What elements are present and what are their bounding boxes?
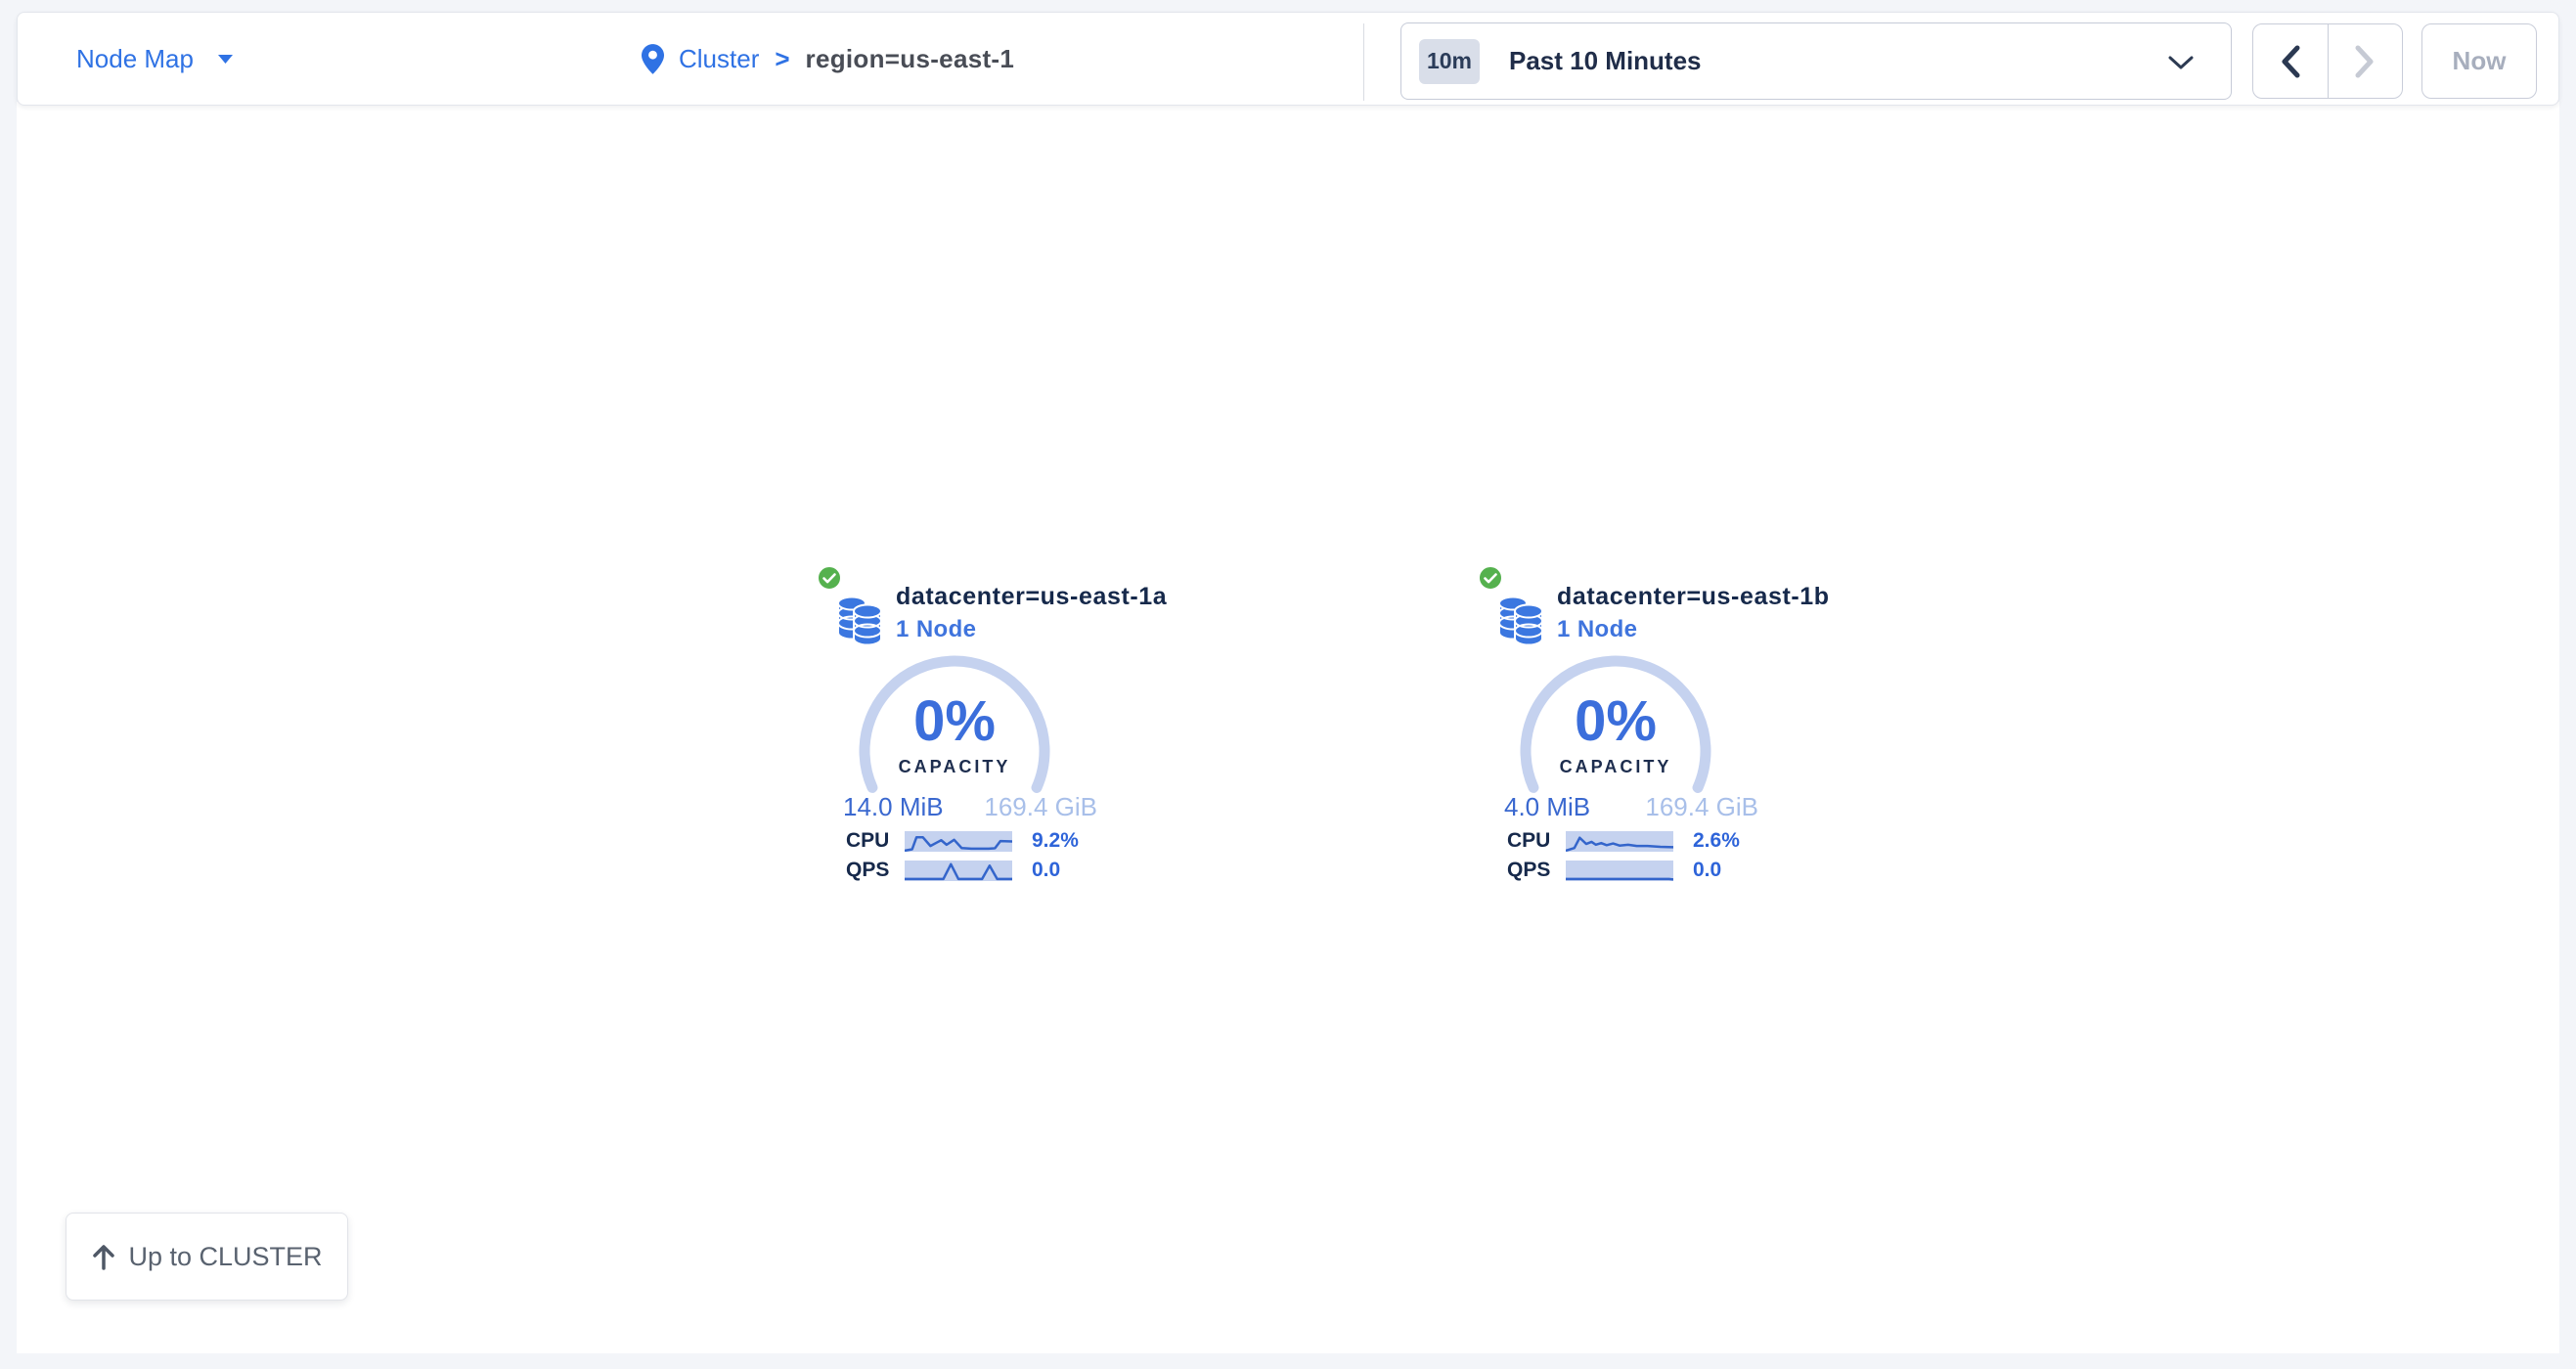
time-nav-group [2252, 23, 2403, 99]
qps-label: QPS [846, 859, 890, 881]
arrow-up-icon [93, 1245, 115, 1270]
cpu-sparkline [1566, 830, 1673, 852]
capacity-used: 4.0 MiB [1504, 792, 1591, 821]
qps-value: 0.0 [1693, 859, 1722, 881]
capacity-label: CAPACITY [898, 757, 1011, 776]
healthy-check-icon [1478, 565, 1503, 591]
chevron-left-icon [2282, 45, 2300, 77]
qps-metric-row: QPS 0.0 [1507, 859, 1769, 882]
capacity-percent: 0% [913, 689, 996, 753]
topbar-divider [1363, 23, 1364, 101]
cpu-metric-row: CPU 9.2% [846, 829, 1108, 853]
qps-value: 0.0 [1032, 859, 1061, 881]
datacenter-node-count: 1 Node [1557, 616, 1638, 642]
chevron-down-icon [2168, 56, 2194, 69]
datacenter-title: datacenter=us-east-1b [1557, 583, 1830, 610]
capacity-used: 14.0 MiB [843, 792, 944, 821]
cpu-label: CPU [1507, 829, 1551, 852]
up-to-cluster-label: Up to CLUSTER [128, 1241, 323, 1271]
capacity-total: 169.4 GiB [1645, 792, 1758, 821]
time-window-select[interactable]: 10m Past 10 Minutes [1400, 22, 2232, 100]
healthy-check-icon [817, 565, 842, 591]
location-pin-icon [642, 43, 664, 74]
capacity-gauge-arc [859, 655, 1050, 847]
capacity-values: 4.0 MiB 169.4 GiB [1504, 792, 1758, 822]
now-button[interactable]: Now [2421, 23, 2537, 99]
breadcrumb: Cluster > region=us-east-1 [642, 13, 1014, 105]
cpu-metric-row: CPU 2.6% [1507, 829, 1769, 853]
time-window-badge: 10m [1419, 38, 1480, 84]
next-time-button[interactable] [2327, 24, 2403, 98]
capacity-gauge-arc [1520, 655, 1711, 847]
database-stack-icon [837, 596, 882, 646]
cpu-value: 9.2% [1032, 829, 1079, 852]
view-switcher-dropdown[interactable]: Node Map [76, 13, 234, 105]
database-stack-icon [1498, 596, 1543, 646]
capacity-percent: 0% [1575, 689, 1657, 753]
capacity-label: CAPACITY [1559, 757, 1672, 776]
datacenter-node-count: 1 Node [896, 616, 977, 642]
qps-metric-row: QPS 0.0 [846, 859, 1108, 882]
cpu-sparkline [905, 830, 1012, 852]
cpu-label: CPU [846, 829, 890, 852]
datacenter-card[interactable]: datacenter=us-east-1a 1 Node 0% CAPACITY… [817, 565, 1167, 888]
qps-label: QPS [1507, 859, 1551, 881]
topbar: Node Map Cluster > region=us-east-1 10m … [17, 12, 2559, 106]
up-to-cluster-button[interactable]: Up to CLUSTER [66, 1213, 348, 1301]
qps-sparkline [1566, 860, 1673, 881]
breadcrumb-cluster-link[interactable]: Cluster [679, 43, 760, 73]
prev-time-button[interactable] [2253, 24, 2328, 98]
breadcrumb-current: region=us-east-1 [805, 43, 1015, 73]
view-switcher-label: Node Map [76, 43, 194, 73]
cpu-value: 2.6% [1693, 829, 1740, 852]
map-canvas [17, 102, 2559, 1353]
capacity-total: 169.4 GiB [984, 792, 1097, 821]
qps-sparkline [905, 860, 1012, 881]
caret-down-icon [217, 54, 233, 64]
datacenter-title: datacenter=us-east-1a [896, 583, 1168, 610]
breadcrumb-separator: > [775, 43, 790, 73]
capacity-values: 14.0 MiB 169.4 GiB [843, 792, 1097, 822]
chevron-right-icon [2355, 45, 2374, 77]
datacenter-card[interactable]: datacenter=us-east-1b 1 Node 0% CAPACITY… [1478, 565, 1829, 888]
time-window-label: Past 10 Minutes [1509, 46, 1702, 75]
